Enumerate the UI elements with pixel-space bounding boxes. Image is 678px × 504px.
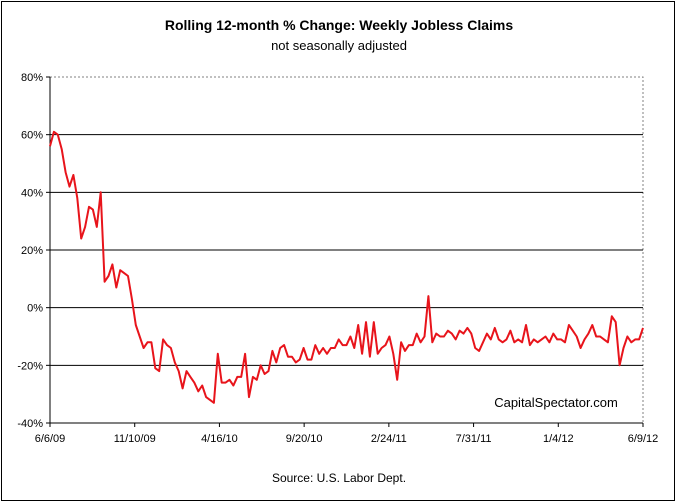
y-tick-label: -40% bbox=[17, 418, 43, 430]
x-tick-label: 1/4/12 bbox=[543, 433, 574, 445]
y-tick-label: 20% bbox=[21, 245, 43, 257]
x-tick-label: 6/9/12 bbox=[628, 433, 659, 445]
x-tick-label: 6/6/09 bbox=[35, 433, 66, 445]
x-tick-label: 4/16/10 bbox=[201, 433, 238, 445]
x-tick-label: 11/10/09 bbox=[114, 433, 156, 445]
y-tick-label: 0% bbox=[27, 303, 43, 315]
y-tick-label: 40% bbox=[21, 187, 43, 199]
x-tick-label: 2/24/11 bbox=[371, 433, 407, 445]
y-tick-label: -20% bbox=[17, 360, 43, 372]
chart-subtitle: not seasonally adjusted bbox=[271, 38, 407, 53]
y-tick-label: 60% bbox=[21, 130, 43, 142]
chart-title: Rolling 12-month % Change: Weekly Jobles… bbox=[164, 17, 514, 33]
series-line bbox=[49, 130, 644, 404]
x-tick-label: 9/20/10 bbox=[286, 433, 323, 445]
x-tick-label: 7/31/11 bbox=[456, 433, 492, 445]
y-tick-label: 80% bbox=[21, 72, 43, 84]
chart-source: Source: U.S. Labor Dept. bbox=[271, 471, 407, 485]
watermark-text: CapitalSpectator.com bbox=[494, 395, 618, 410]
